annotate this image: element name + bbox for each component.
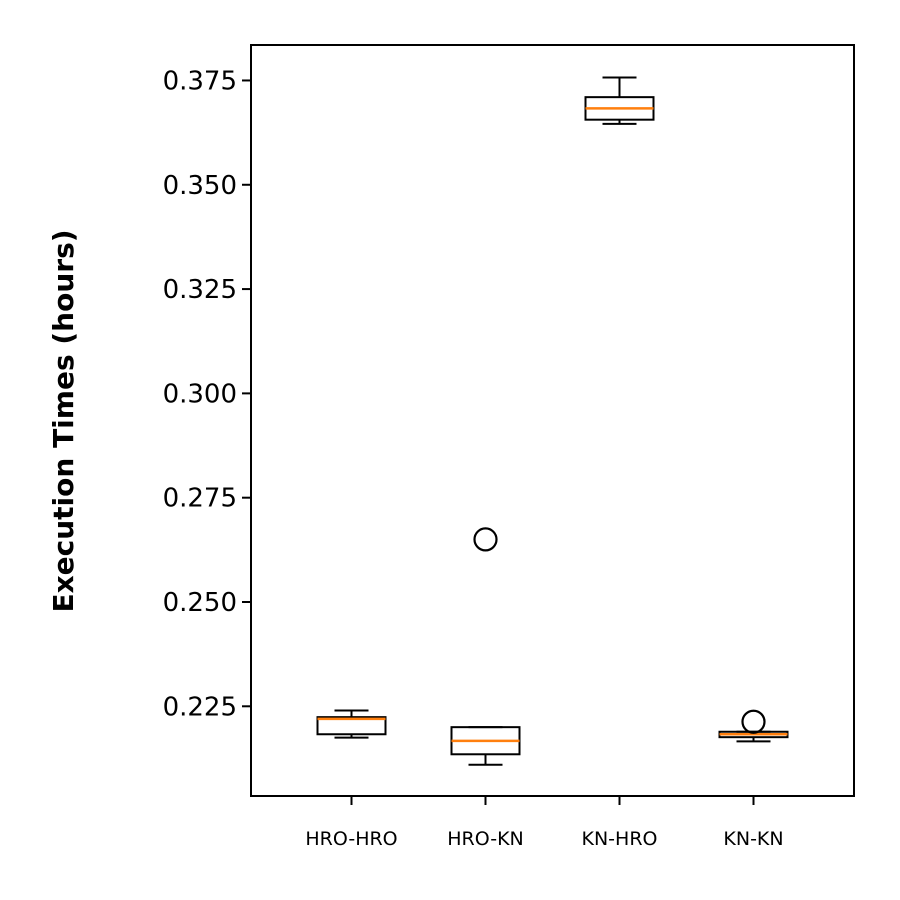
y-tick-label: 0.350	[163, 171, 237, 201]
y-axis: 0.225 0.250 0.275 0.300 0.325 0.350 0.375	[163, 66, 251, 722]
box-kn-hro	[584, 76, 655, 125]
plot-area	[316, 76, 789, 766]
box-hro-kn	[450, 527, 521, 766]
x-axis: HRO-HRO HRO-KN KN-HRO KN-KN	[305, 796, 784, 850]
y-axis-title: Execution Times (hours)	[47, 229, 80, 612]
outlier-point	[473, 527, 498, 552]
plot-frame	[250, 44, 855, 797]
box-hro-hro	[316, 709, 387, 739]
box-iqr	[316, 716, 387, 736]
y-tick-label: 0.300	[163, 379, 237, 409]
y-tick-label: 0.275	[163, 484, 237, 514]
y-tick-label: 0.225	[163, 692, 237, 722]
x-tick-label: HRO-KN	[447, 828, 524, 850]
outlier-point	[741, 709, 766, 734]
x-tick-label: KN-HRO	[582, 828, 658, 850]
x-tick-label: KN-KN	[723, 828, 783, 850]
x-tick-label: HRO-HRO	[305, 828, 397, 850]
box-kn-kn	[718, 709, 789, 743]
y-tick-label: 0.325	[163, 275, 237, 305]
y-tick-label: 0.250	[163, 588, 237, 618]
y-tick-label: 0.375	[163, 66, 237, 96]
